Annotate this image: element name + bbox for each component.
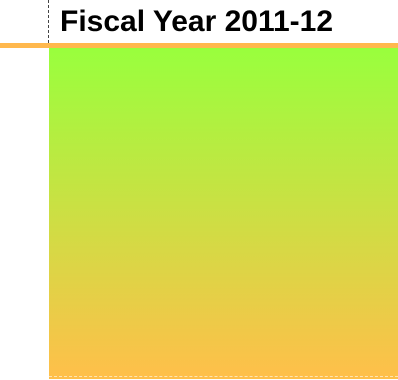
gradient-panel: [49, 48, 398, 379]
dashed-guide-line: [48, 0, 49, 48]
panel-bottom-edge: [49, 376, 398, 378]
page-title: Fiscal Year 2011-12: [60, 5, 334, 38]
header-rule: [0, 43, 398, 48]
